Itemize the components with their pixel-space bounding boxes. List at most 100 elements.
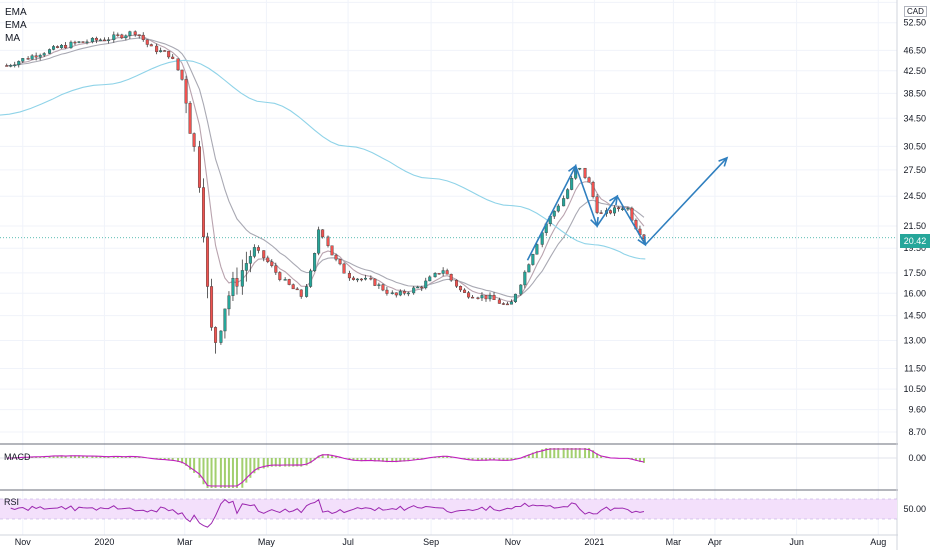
indicator-legend[interactable]: EMA EMA MA xyxy=(5,6,27,45)
candle-body xyxy=(412,287,416,294)
macd-histogram-bar xyxy=(364,458,367,462)
candle-body xyxy=(299,289,303,297)
candle-body xyxy=(523,271,527,286)
macd-histogram-bar xyxy=(391,458,394,463)
candle-body xyxy=(180,69,184,80)
candle-body xyxy=(467,292,471,298)
rsi-label[interactable]: RSI xyxy=(4,497,20,507)
macd-histogram-bar xyxy=(578,448,581,458)
candle-body xyxy=(587,177,591,183)
candle-body xyxy=(17,61,21,65)
macd-signal-line xyxy=(6,448,645,487)
macd-histogram-bar xyxy=(600,455,603,458)
candle-body xyxy=(278,272,282,280)
candle-body xyxy=(566,189,570,199)
candle-body xyxy=(583,167,587,178)
macd-histogram-bar xyxy=(274,458,277,467)
candle-body xyxy=(441,270,445,274)
candle-body xyxy=(85,41,89,44)
macd-histogram-bar xyxy=(103,456,106,458)
time-axis[interactable]: Nov 2020 Mar May Jul Sep Nov 2021 Mar Apr Jun Aug xyxy=(15,537,887,547)
price-tick-label: 8.70 xyxy=(908,427,926,437)
drawing-annotations[interactable] xyxy=(0,156,897,261)
candle-body xyxy=(102,39,106,42)
candle-body xyxy=(192,133,196,147)
time-tick-label: Nov xyxy=(505,537,522,547)
candle-body xyxy=(270,261,274,266)
candle-body xyxy=(334,254,338,260)
macd-histogram-bar xyxy=(592,450,595,458)
macd-histogram-bar xyxy=(60,455,63,458)
time-tick-label: Nov xyxy=(15,537,32,547)
price-tick-label: 17.50 xyxy=(903,268,926,278)
candle-body xyxy=(476,297,480,299)
macd-histogram-bar xyxy=(442,455,445,458)
candle-body xyxy=(210,286,214,328)
candle-body xyxy=(373,278,377,286)
candle-body xyxy=(455,280,459,287)
macd-histogram-bar xyxy=(545,448,548,458)
price-tick-label: 52.50 xyxy=(903,18,926,28)
candle-body xyxy=(106,39,110,41)
macd-histogram-bar xyxy=(584,448,587,458)
candle-body xyxy=(56,46,60,48)
price-axis[interactable]: 52.50 46.50 42.50 38.50 34.50 30.50 27.50 24.50… xyxy=(898,0,932,550)
candle-body xyxy=(9,65,13,67)
projection-arrowhead xyxy=(718,156,729,167)
candle-body xyxy=(287,279,291,285)
candle-body xyxy=(488,294,492,300)
macd-histogram-bar xyxy=(527,454,530,458)
candle-body xyxy=(570,178,574,190)
macd-histogram-bar xyxy=(189,458,192,470)
candle-body xyxy=(390,292,394,294)
macd-histogram-bar xyxy=(185,458,188,466)
macd-histogram-bar xyxy=(566,448,569,458)
candle-body xyxy=(556,205,560,212)
macd-histogram-bar xyxy=(177,458,180,462)
macd-label[interactable]: MACD xyxy=(4,452,31,462)
candle-body xyxy=(531,254,535,265)
legend-ema-1[interactable]: EMA xyxy=(5,7,27,18)
legend-ema-2[interactable]: EMA xyxy=(5,20,27,31)
candle-body xyxy=(184,79,188,104)
macd-histogram-bar xyxy=(502,458,505,461)
macd-histogram-bar xyxy=(245,458,248,483)
candle-body xyxy=(416,286,420,289)
candle-body xyxy=(167,50,171,58)
candle-body xyxy=(171,56,175,59)
candle-body xyxy=(437,273,441,275)
candle-body xyxy=(244,263,248,271)
candle-body xyxy=(501,303,505,305)
macd-histogram-bar xyxy=(381,458,384,462)
zigzag-arrowhead xyxy=(609,194,619,206)
macd-histogram-bar xyxy=(48,455,51,458)
ma-line xyxy=(0,59,646,260)
time-tick-label: Jun xyxy=(789,537,804,547)
price-tick-label: 13.00 xyxy=(903,336,926,346)
candle-body xyxy=(98,39,102,42)
candle-body xyxy=(321,229,325,238)
macd-histogram-bar xyxy=(219,458,222,488)
macd-histogram-bar xyxy=(541,449,544,458)
macd-histogram-bar xyxy=(535,450,538,458)
last-price-badge: 20.42 xyxy=(900,234,930,248)
macd-histogram-bar xyxy=(171,458,174,461)
candle-body xyxy=(34,55,38,58)
candle-body xyxy=(256,247,260,251)
macd-histogram-bar xyxy=(73,455,76,458)
candle-body xyxy=(480,295,484,299)
price-tick-label: 16.00 xyxy=(903,288,926,298)
candle-body xyxy=(77,41,81,43)
macd-histogram-bar xyxy=(588,448,591,458)
time-tick-label: 2020 xyxy=(94,537,114,547)
macd-histogram-bar xyxy=(278,458,281,467)
macd-histogram-bar xyxy=(116,456,119,458)
candle-body xyxy=(90,37,94,43)
legend-ma[interactable]: MA xyxy=(5,33,20,44)
macd-histogram-bar xyxy=(489,458,492,461)
zigzag-arrowhead xyxy=(590,216,599,228)
candle-body xyxy=(223,308,227,332)
macd-histogram-bar xyxy=(206,458,209,488)
